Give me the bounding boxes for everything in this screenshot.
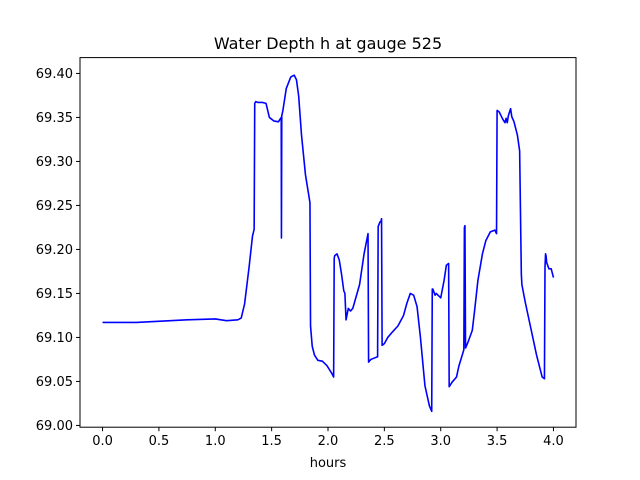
data-layer: [102, 74, 555, 413]
x-tick-label: 3.5: [487, 434, 508, 449]
y-tick-label: 69.15: [36, 287, 73, 302]
plot-frame: [79, 57, 577, 428]
chart-title: Water Depth h at gauge 525: [214, 34, 442, 53]
series-line-0: [102, 74, 555, 413]
x-tick-label: 2.0: [318, 434, 339, 449]
y-tick-label: 69.20: [36, 243, 73, 258]
x-tick-label: 0.5: [149, 434, 170, 449]
x-tick-label: 3.0: [430, 434, 451, 449]
y-tick-label: 69.05: [36, 375, 73, 390]
y-tick-label: 69.40: [36, 67, 73, 82]
y-tick-label: 69.25: [36, 199, 73, 214]
x-tick-label: 2.5: [374, 434, 395, 449]
ticks-layer: 0.0 0.5 1.0 1.5 2.0 2.5 3.0 3.5 4.0 69.00 69.05 69.…: [36, 67, 564, 449]
y-tick-label: 69.00: [36, 419, 73, 434]
x-tick-label: 4.0: [543, 434, 564, 449]
y-tick-label: 69.35: [36, 111, 73, 126]
y-tick-label: 69.30: [36, 155, 73, 170]
x-tick-label: 1.5: [261, 434, 282, 449]
y-tick-label: 69.10: [36, 331, 73, 346]
x-tick-label: 0.0: [92, 434, 113, 449]
x-axis-label: hours: [310, 456, 347, 471]
x-tick-label: 1.0: [205, 434, 226, 449]
